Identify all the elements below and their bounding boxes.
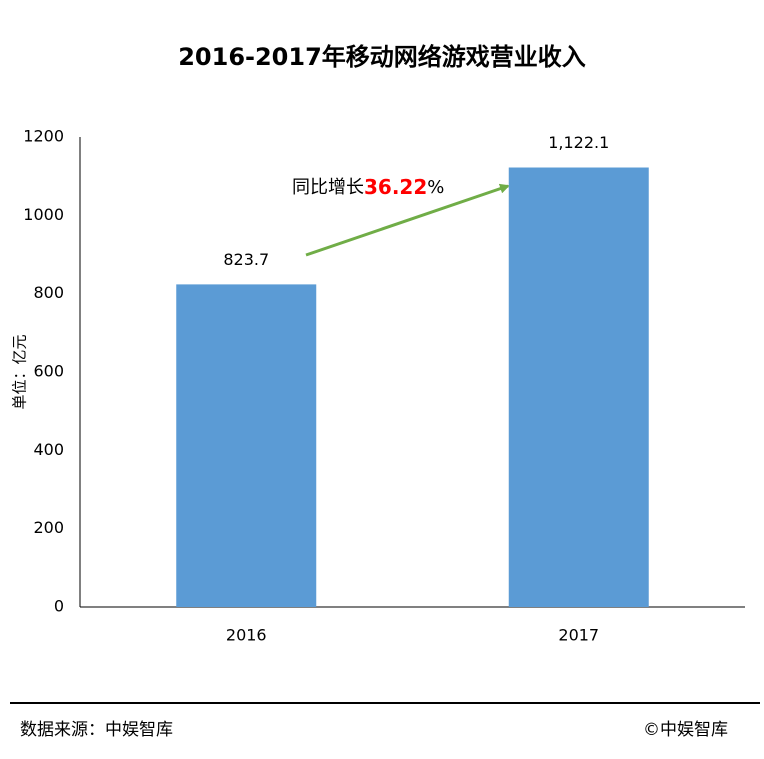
y-tick-label: 600 (33, 362, 64, 381)
growth-arrow (305, 183, 510, 257)
annotation-value: 36.22 (364, 175, 427, 199)
y-axis-label: 单位：亿元 (11, 334, 29, 409)
y-tick-label: 800 (33, 283, 64, 302)
chart-title: 2016-2017年移动网络游戏营业收入 (178, 43, 586, 71)
source: 数据来源：中娱智库 (20, 720, 173, 740)
bar (176, 284, 317, 607)
growth-annotation: 同比增长36.22% (292, 175, 444, 199)
y-tick-label: 1200 (23, 127, 64, 146)
y-tick-label: 400 (33, 440, 64, 459)
copyright: ©中娱智库 (643, 720, 728, 740)
value-label: 1,122.1 (548, 133, 609, 152)
bar (508, 167, 649, 607)
value-label: 823.7 (223, 250, 269, 269)
x-tick-label: 2016 (226, 626, 267, 645)
annotation-suffix: % (427, 177, 444, 198)
x-tick-label: 2017 (558, 626, 599, 645)
y-tick-label: 1000 (23, 205, 64, 224)
y-tick-label: 200 (33, 518, 64, 537)
annotation-prefix: 同比增长 (292, 177, 364, 198)
y-tick-label: 0 (54, 597, 64, 616)
